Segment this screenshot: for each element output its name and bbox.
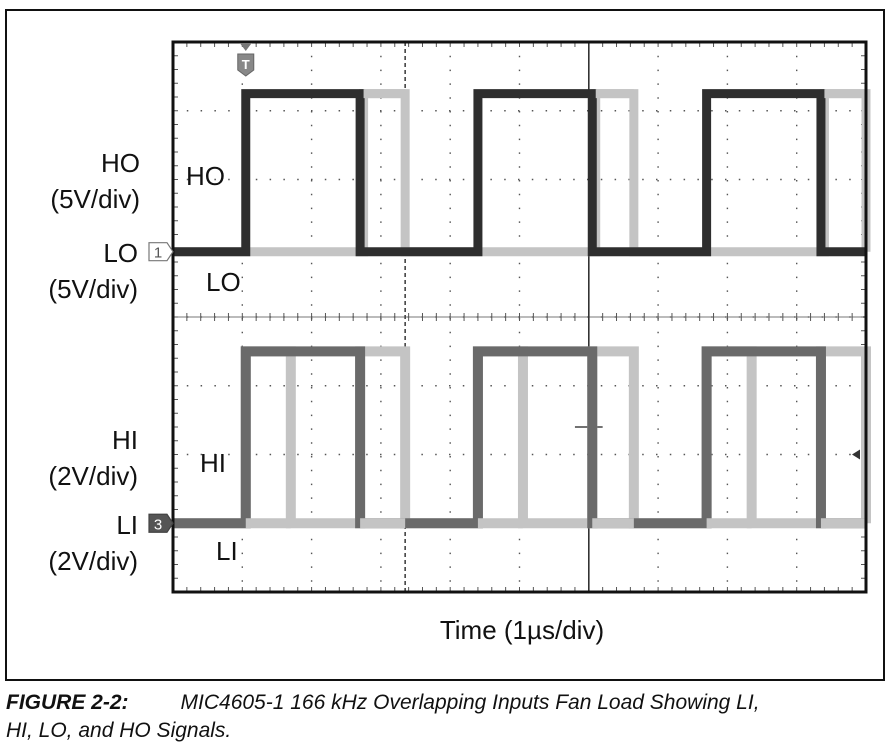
figure-frame [5,9,885,681]
trigger-position-arrow [239,43,252,51]
channel-3-marker-label: 3 [154,516,162,533]
ho-axis-label: HO (5V/div) [20,148,140,214]
li-axis-label: LI (2V/div) [20,510,138,576]
hi-trace-label: HI [200,448,226,478]
plot-border [171,40,868,594]
ho-trace [173,89,866,257]
channel-1-marker-label: 1 [154,245,162,262]
lo-scale: (5V/div) [48,274,138,304]
li-name: LI [116,510,138,540]
trigger-marker-label: T [242,57,250,72]
hi-trace [173,346,866,529]
hi-scale: (2V/div) [48,461,138,491]
figure-caption: FIGURE 2-2: MIC4605-1 166 kHz Overlapping… [6,689,760,745]
channel-3-marker [148,513,174,533]
trigger-level-arrow [852,449,860,460]
x-axis-label: Time (1µs/div) [439,615,605,645]
caption-text: MIC4605-1 166 kHz Overlapping Inputs Fan… [180,691,760,714]
hi-axis-label: HI (2V/div) [20,425,138,491]
trigger-marker [237,53,255,77]
lo-axis-label: LO (5V/div) [20,238,138,304]
hi-name: HI [112,425,138,455]
lo-trace-label: LO [206,267,241,297]
ho-scale: (5V/div) [50,184,140,214]
caption-text-line2: HI, LO, and HO Signals. [6,719,232,742]
lo-trace [173,89,871,257]
ho-name: HO [101,148,140,178]
ho-trace-label: HO [186,161,225,191]
channel-1-marker [148,242,174,262]
lo-name: LO [103,238,138,268]
figure-number: FIGURE 2-2: [6,691,129,714]
li-trace [173,346,871,529]
li-scale: (2V/div) [48,546,138,576]
li-trace-label: LI [216,536,238,566]
